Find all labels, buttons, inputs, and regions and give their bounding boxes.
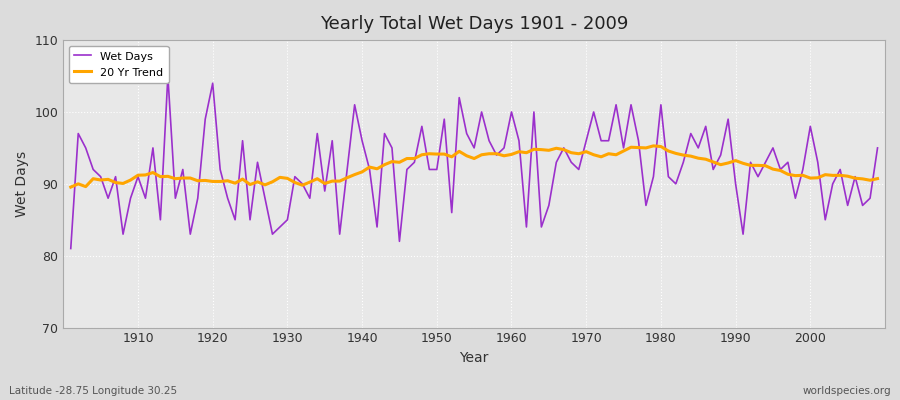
Y-axis label: Wet Days: Wet Days: [15, 151, 29, 217]
Wet Days: [125, 196, 136, 201]
20 Yr Trend: [290, 180, 301, 185]
Title: Yearly Total Wet Days 1901 - 2009: Yearly Total Wet Days 1901 - 2009: [320, 15, 628, 33]
Text: Latitude -28.75 Longitude 30.25: Latitude -28.75 Longitude 30.25: [9, 386, 177, 396]
Wet Days: [163, 74, 174, 78]
20 Yr Trend: [506, 152, 517, 157]
20 Yr Trend: [596, 154, 607, 159]
Wet Days: [342, 167, 353, 172]
Line: 20 Yr Trend: 20 Yr Trend: [71, 146, 878, 187]
Text: worldspecies.org: worldspecies.org: [803, 386, 891, 396]
Wet Days: [297, 182, 308, 186]
Wet Days: [506, 110, 517, 114]
20 Yr Trend: [66, 185, 77, 190]
20 Yr Trend: [499, 153, 509, 158]
20 Yr Trend: [872, 176, 883, 181]
X-axis label: Year: Year: [460, 351, 489, 365]
Wet Days: [872, 146, 883, 150]
Wet Days: [514, 138, 525, 143]
Wet Days: [603, 138, 614, 143]
20 Yr Trend: [334, 179, 345, 184]
Line: Wet Days: Wet Days: [71, 76, 878, 248]
Legend: Wet Days, 20 Yr Trend: Wet Days, 20 Yr Trend: [68, 46, 168, 83]
20 Yr Trend: [125, 178, 136, 182]
Wet Days: [66, 246, 77, 251]
20 Yr Trend: [648, 144, 659, 148]
